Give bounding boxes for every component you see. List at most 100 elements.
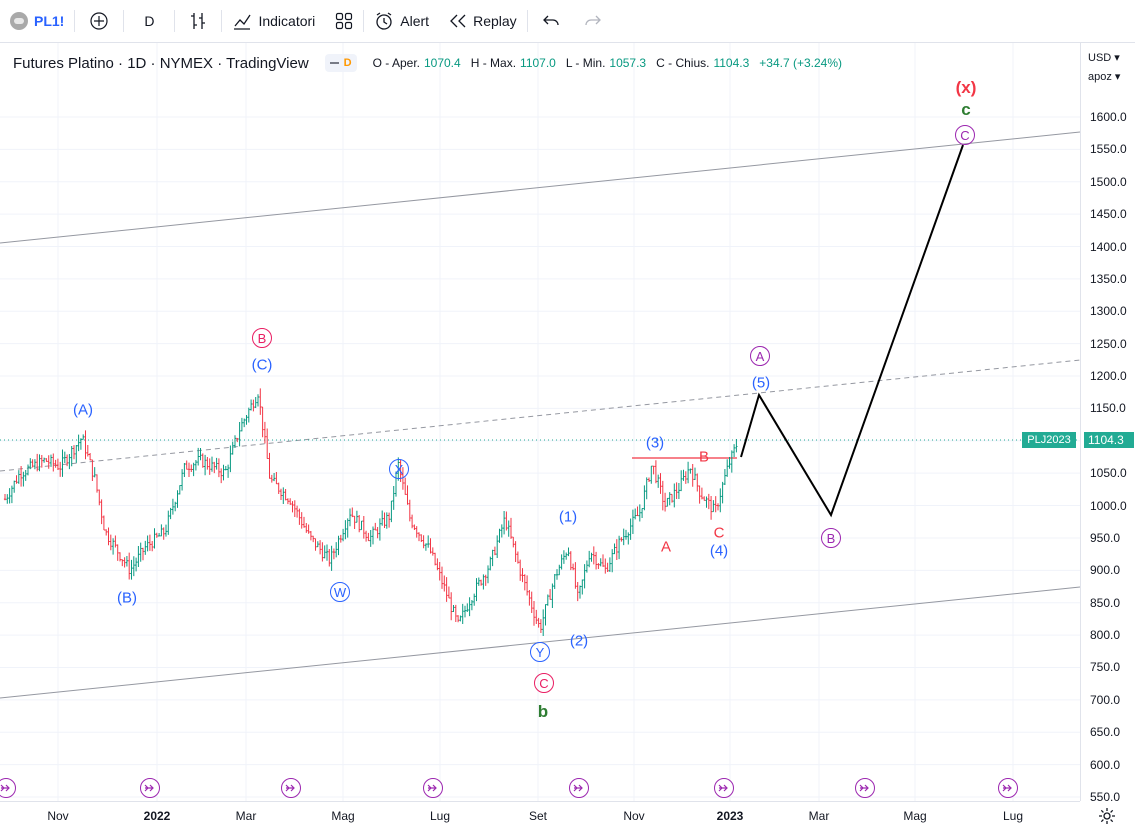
market-status-flag[interactable]: D [324, 54, 357, 72]
ohlc-bar [263, 421, 266, 444]
ohlc-bar [206, 457, 209, 470]
ohlc-bar [98, 489, 101, 506]
ohlc-bar [247, 407, 250, 423]
ohlc-bar [544, 604, 547, 626]
ohlc-bar [293, 500, 296, 517]
ohlc-bar [496, 535, 499, 558]
ohlc-bar [86, 445, 89, 457]
wave-label[interactable]: A [750, 346, 770, 366]
ohlc-bar [31, 459, 34, 468]
dividend-event-icon[interactable] [281, 778, 301, 798]
dividend-event-icon[interactable] [855, 778, 875, 798]
wave-label[interactable]: C [955, 125, 975, 145]
ohlc-bar [470, 600, 473, 611]
top-toolbar: PL1! D Indicatori Alert Replay [0, 0, 1135, 43]
replay-button[interactable]: Replay [439, 0, 527, 43]
layout-templates-button[interactable] [325, 0, 363, 43]
ohlc-bar [158, 533, 161, 537]
wave-label[interactable]: W [330, 582, 350, 602]
dividend-event-icon[interactable] [0, 778, 16, 798]
ohlc-bar [75, 444, 78, 463]
wave-label[interactable]: (A) [73, 401, 93, 419]
ohlc-bar [693, 467, 697, 481]
undo-button[interactable] [528, 0, 574, 43]
redo-button[interactable] [574, 0, 612, 43]
wave-label[interactable]: B [252, 328, 272, 348]
compare-button[interactable] [75, 0, 123, 43]
ohlc-bar [392, 485, 395, 510]
currency-selector[interactable]: USD ▾ [1088, 52, 1120, 64]
ohlc-bar [261, 406, 264, 438]
high-key: H - Max. [470, 56, 517, 70]
wave-label[interactable]: (5) [751, 374, 771, 392]
ohlc-bar [296, 505, 299, 518]
ohlc-bar [440, 566, 444, 589]
wave-label[interactable]: (2) [569, 632, 589, 650]
chart-legend: Futures Platino · 1D · NYMEX · TradingVi… [13, 53, 848, 73]
time-axis[interactable]: Nov 2022 Mar Mag Lug Set Nov 2023 Mar Mag Lug [0, 801, 1080, 836]
wave-label[interactable]: Y [530, 642, 550, 662]
ohlc-bar [213, 461, 216, 474]
wave-label[interactable]: C [713, 524, 725, 542]
wave-label[interactable]: (x) [955, 78, 977, 97]
wave-label[interactable]: (3) [645, 434, 665, 452]
ohlc-bar [95, 474, 99, 493]
price-tick-label: 850.0 [1090, 595, 1121, 610]
ohlc-bar [185, 460, 188, 470]
wave-label[interactable]: X [389, 459, 409, 479]
channel-middle-dashed-line[interactable] [0, 359, 1080, 472]
wave-label[interactable]: B [821, 528, 841, 548]
ohlc-bar [473, 593, 476, 606]
wave-label[interactable]: b [537, 702, 549, 721]
indicators-button[interactable]: Indicatori [222, 0, 325, 43]
ohlc-bar [231, 441, 234, 455]
ohlc-bar [618, 535, 621, 560]
symbol-search-button[interactable]: PL1! [0, 0, 74, 43]
wave-label[interactable]: B [698, 448, 710, 466]
chart-title[interactable]: Futures Platino · 1D · NYMEX · TradingVi… [13, 54, 309, 72]
ohlc-bar [537, 617, 540, 628]
ohlc-bar [475, 578, 478, 602]
ohlc-bar [374, 522, 377, 531]
dividend-event-icon[interactable] [714, 778, 734, 798]
dividend-event-icon[interactable] [140, 778, 160, 798]
unit-selector[interactable]: apoz ▾ [1088, 71, 1121, 83]
ohlc-bar [526, 575, 529, 596]
price-axis[interactable]: 1600.0 1550.0 1500.0 1450.0 1400.0 1350.0 1300… [1080, 43, 1135, 804]
dividend-event-icon[interactable] [998, 778, 1018, 798]
chart-type-button[interactable] [175, 0, 221, 43]
ohlc-bar [84, 430, 87, 460]
alert-button[interactable]: Alert [364, 0, 439, 43]
ohlc-bar [528, 590, 531, 606]
ohlc-bars [3, 388, 738, 636]
price-tick-label: 600.0 [1090, 757, 1121, 772]
ohlc-bar [507, 520, 510, 537]
price-chart-canvas[interactable] [0, 43, 1080, 801]
wave-label[interactable]: A [660, 538, 672, 556]
ohlc-bar [358, 515, 361, 533]
wave-label[interactable]: (1) [558, 508, 578, 526]
ohlc-bar [123, 557, 126, 568]
wave-label[interactable]: (B) [117, 589, 137, 607]
chart-settings-gear-icon[interactable] [1097, 806, 1117, 826]
channel-upper-line[interactable] [0, 131, 1080, 244]
ohlc-bar [466, 603, 469, 613]
wave-label[interactable]: (C) [251, 356, 273, 374]
ohlc-bar [367, 532, 370, 542]
ohlc-bar [463, 605, 467, 618]
ohlc-bar [371, 526, 375, 545]
time-tick-label: Nov [47, 809, 69, 823]
projection-path[interactable] [740, 144, 964, 518]
interval-button[interactable]: D [124, 0, 174, 43]
dividend-event-icon[interactable] [569, 778, 589, 798]
dividend-event-icon[interactable] [423, 778, 443, 798]
ohlc-bar [68, 454, 71, 470]
open-key: O - Aper. [372, 56, 420, 70]
wave-label[interactable]: (4) [709, 542, 729, 560]
wave-label[interactable]: C [534, 673, 554, 693]
ohlc-bar [312, 535, 315, 543]
wave-label[interactable]: c [961, 100, 971, 119]
ohlc-bar [657, 474, 660, 488]
ohlc-bar [631, 509, 634, 535]
